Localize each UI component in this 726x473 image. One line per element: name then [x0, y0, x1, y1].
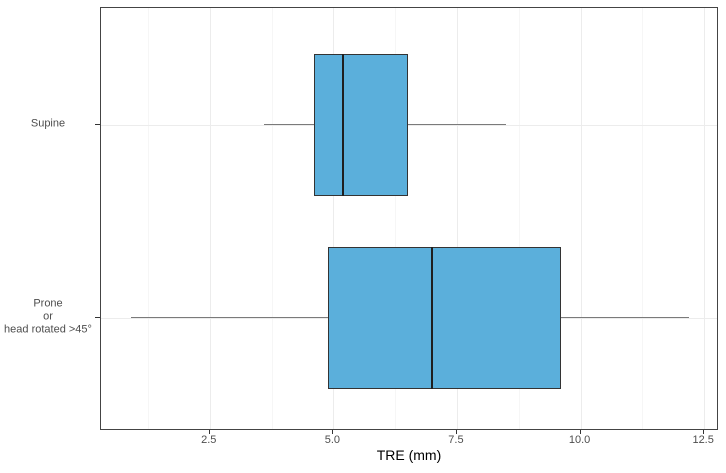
x-tick-label: 7.5 — [448, 434, 464, 446]
gridline-major — [704, 8, 706, 429]
category-label: Supine — [30, 117, 66, 130]
plot-panel — [100, 7, 718, 430]
whisker-left — [130, 316, 329, 319]
gridline-minor — [395, 8, 397, 429]
x-axis-tick — [703, 430, 705, 434]
whisker-left — [264, 123, 314, 126]
category-label: Prone or head rotated >45° — [4, 297, 92, 336]
iqr-box — [313, 53, 408, 196]
x-axis-tick — [332, 430, 334, 434]
gridline-major — [580, 8, 582, 429]
gridline-minor — [147, 8, 149, 429]
gridline-major — [456, 8, 458, 429]
median-line — [431, 246, 434, 389]
whisker-right — [560, 316, 690, 319]
y-axis-tick — [95, 317, 100, 318]
whisker-right — [407, 123, 507, 126]
gridline-minor — [518, 8, 520, 429]
gridline-category — [101, 125, 717, 126]
gridline-minor — [642, 8, 644, 429]
gridline-minor — [271, 8, 273, 429]
x-tick-label: 10.0 — [568, 434, 591, 446]
x-tick-label: 2.5 — [201, 434, 217, 446]
gridline-major — [333, 8, 335, 429]
median-line — [342, 53, 345, 196]
x-axis-tick — [208, 430, 210, 434]
x-axis-tick — [455, 430, 457, 434]
y-axis-tick — [95, 124, 100, 125]
x-tick-label: 5.0 — [324, 434, 341, 446]
x-axis-title: TRE (mm) — [376, 447, 442, 463]
x-tick-label: 12.5 — [692, 434, 714, 446]
gridline-major — [209, 8, 211, 429]
x-axis-tick — [579, 430, 581, 434]
iqr-box — [328, 246, 561, 389]
